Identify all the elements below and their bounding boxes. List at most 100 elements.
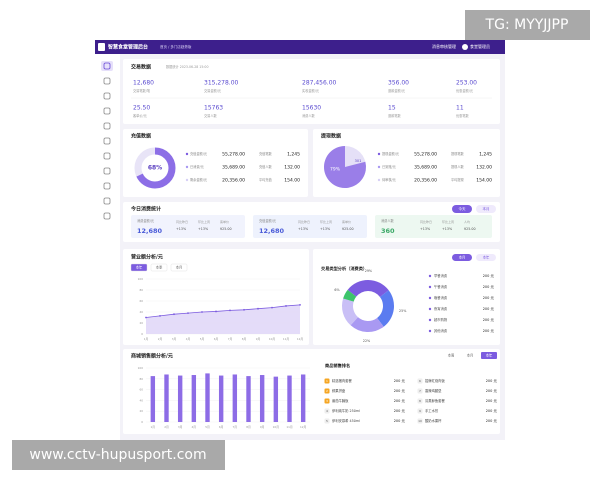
top-bar [95,40,505,54]
sidebar-icon[interactable] [103,122,111,130]
line [145,304,301,318]
stat-value: 12,680 [133,80,154,87]
pie-slice [323,146,366,188]
legend-amount: 200 元 [483,285,495,289]
tab[interactable] [476,205,496,213]
box-item-value: +13% [420,227,430,231]
sidebar-icon[interactable] [103,77,111,85]
legend-name: 夜宵消费 [434,306,448,311]
donut-slice [342,298,358,326]
legend-dot [377,152,381,156]
card-title: 提现数据 [321,133,341,140]
x-tick-label: 9月 [260,425,265,429]
tab[interactable] [150,263,168,272]
box-value: 360 [381,227,395,235]
legend-name: 早餐消费 [434,273,448,278]
bar [232,374,238,422]
rank-badge [417,388,423,394]
row-value: 20,356.00 [222,178,245,184]
sidebar-icon[interactable] [103,212,111,220]
avatar[interactable] [462,44,468,50]
x-tick-label: 8月 [246,425,251,429]
card-title: 充值数据 [131,133,151,140]
legend-dot [428,285,432,289]
rank: 8 [419,399,421,403]
card-subtitle: 数据统计 2023-06-28 15:00 [166,64,209,69]
sidebar-icon[interactable] [103,167,111,175]
rank: 5 [326,419,328,423]
donut-arc [134,147,176,189]
box-value: 12,680 [137,227,163,235]
item-name: 伊利纯牛奶 250ml [332,408,360,413]
rank: 9 [419,409,421,413]
row-value: 20,356.00 [414,178,437,184]
rank-badge [417,408,423,414]
row-label: 平均提现 [451,177,465,182]
sidebar-icon[interactable] [103,182,111,190]
card-title: 交易类型分析（消费类） [321,265,367,272]
legend-dot [185,165,189,169]
tab-label: 本月 [176,265,183,270]
x-tick-label: 12月 [297,337,304,341]
row-label: 提现金额/元 [382,151,400,156]
tab-label: 本月 [467,353,474,358]
row-value: 35,689.00 [222,165,245,171]
card-title: 营业额分析/元 [131,254,163,261]
tab[interactable] [481,352,497,359]
sidebar-icon[interactable] [103,92,111,100]
tab-label: 本年 [486,353,493,358]
tab[interactable] [452,205,472,213]
row-label: 平均充值 [259,177,273,182]
sidebar-icon[interactable] [103,197,111,205]
rank: 3 [326,399,328,403]
row-value: 154.00 [476,178,492,184]
item-name: 鲜果拼盘 [332,388,346,393]
legend-amount: 200 元 [483,296,495,300]
sidebar-icon[interactable] [103,107,111,115]
box-item-label: 环比上周 [198,219,210,224]
line-point [159,314,161,317]
stat-label: 优惠笔数 [456,113,470,118]
line-area [146,304,300,334]
legend-amount: 200 元 [483,318,495,322]
row-value: 132.00 [476,165,492,171]
tab[interactable] [476,254,496,261]
legend-dot [428,318,432,322]
box-item-label: 人均 [464,219,470,224]
tab[interactable] [452,254,472,261]
tab[interactable] [170,263,188,272]
rank-badge [417,418,423,424]
sidebar-icon[interactable] [103,152,111,160]
tab-label: 今天 [459,206,467,211]
bar [164,374,169,422]
item-name: 番茄牛腩饭 [332,398,349,403]
rank-badge [324,378,330,384]
item-amount: 200 元 [486,389,498,393]
sidebar-active[interactable] [101,61,113,71]
rank-badge [417,398,423,404]
tab[interactable] [130,263,148,272]
row-label: 充值金额/元 [190,151,208,156]
legend-dot [428,307,432,311]
message-link[interactable]: 消息审核管理 [432,43,456,49]
bar [273,376,279,422]
sidebar-icon[interactable] [103,137,111,145]
stat-label: 消费人数 [302,113,316,118]
donut-slice [343,289,357,302]
tab[interactable] [443,352,459,359]
stat-box [131,215,245,238]
item-name: 精选猪肉套餐 [332,378,352,383]
tab[interactable] [462,352,478,359]
y-tick-label: 60 [139,299,143,303]
y-tick-label: 80 [139,288,143,292]
row-label: 剩余金额/元 [190,177,208,182]
item-amount: 200 元 [394,389,406,393]
sidebar-icon[interactable] [103,62,111,70]
line-point [271,306,273,309]
tab-label: 本年 [136,265,143,270]
stat-label: 客单价/元 [133,113,148,118]
x-tick-label: 2月 [158,337,163,341]
item-name: 清蒸鲈鱼套餐 [425,398,445,403]
stat-label: 退款金额/元 [388,88,406,93]
bar [205,373,210,422]
